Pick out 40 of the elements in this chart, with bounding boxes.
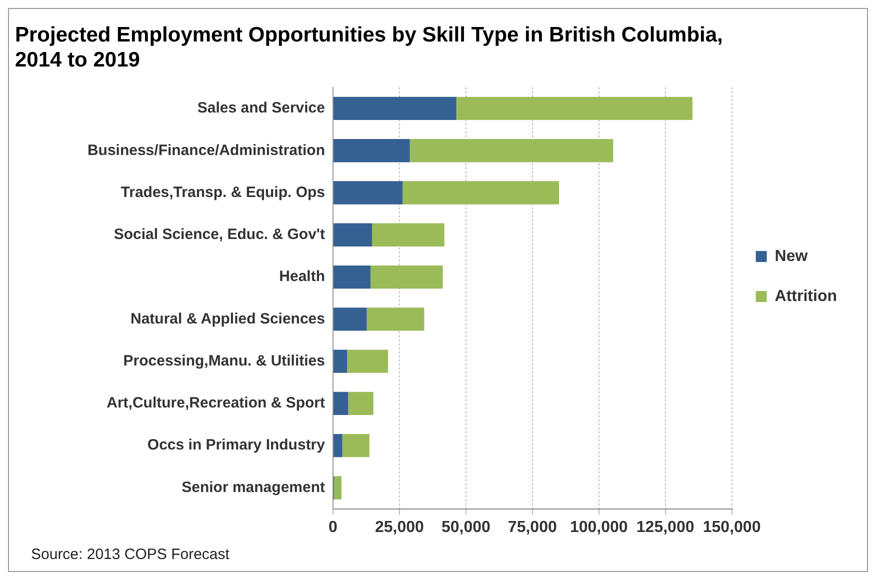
y-tick-label: Business/Finance/Administration (87, 142, 325, 159)
bar (334, 350, 348, 373)
bar (334, 476, 342, 500)
y-tick-label: Occs in Primary Industry (147, 436, 326, 454)
bar (334, 96, 456, 120)
y-tick-label: Sales and Service (197, 100, 325, 117)
bar (456, 96, 692, 120)
bar (347, 350, 388, 373)
y-tick-label: Trades,Transp. & Equip. Ops (120, 184, 325, 201)
y-tick-label: Natural & Applied Sciences (130, 310, 325, 328)
x-tick-label: 75,000 (508, 518, 557, 536)
y-tick-label: Health (279, 268, 325, 286)
legend-label: New (774, 248, 808, 265)
y-tick-label: Senior management (182, 478, 325, 496)
x-tick-label: 125,000 (636, 518, 694, 536)
x-tick-label: 50,000 (441, 518, 491, 536)
bar (334, 392, 348, 416)
source-note: Source: 2013 COPS Forecast (30, 545, 230, 565)
bar (342, 434, 370, 458)
bar (372, 223, 444, 246)
bar (334, 223, 372, 246)
y-tick-label: Art,Culture,Recreation & Sport (106, 394, 325, 412)
chart-title: Projected Employment Opportunities by Skill Type in British Columbia, 2014 to 2019 (15, 23, 723, 72)
bar (334, 181, 403, 204)
y-tick-label: Social Science, Educ. & Gov't (114, 226, 325, 244)
bar (402, 181, 559, 204)
bar (410, 139, 614, 162)
x-tick-label: 150,000 (702, 518, 761, 536)
bar (366, 308, 424, 331)
x-tick-label: 25,000 (374, 518, 424, 536)
bar (334, 265, 370, 289)
bar (348, 392, 374, 416)
legend-label: Attrition (774, 288, 837, 305)
bar (334, 434, 342, 458)
bar (334, 139, 410, 162)
x-tick-label: 0 (328, 518, 338, 536)
bar (334, 308, 367, 331)
y-tick-label: Processing,Manu. & Utilities (123, 352, 325, 370)
x-tick-label: 100,000 (570, 518, 628, 536)
bar (370, 265, 443, 289)
